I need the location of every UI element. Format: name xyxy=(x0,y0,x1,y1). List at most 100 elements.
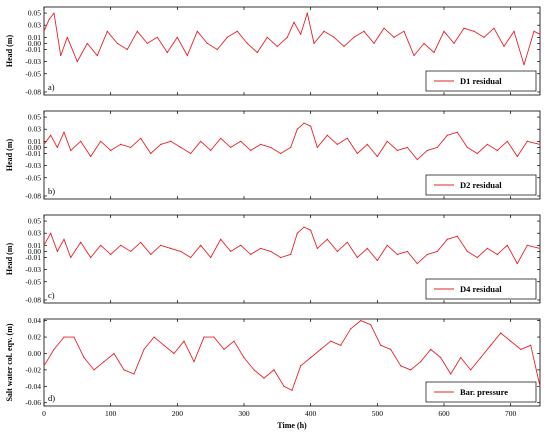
data-point xyxy=(90,256,92,259)
legend-label: Bar. pressure xyxy=(460,387,508,397)
data-point xyxy=(443,30,445,32)
data-point xyxy=(440,356,442,359)
data-point xyxy=(496,253,498,256)
chart-panel-4: 0.04 0.02 0.00 -0.02 -0.04 -0.060 100 200 300 400… xyxy=(5,316,541,430)
data-point xyxy=(106,30,108,32)
ytick-label: -0.02 xyxy=(25,365,41,374)
data-point xyxy=(90,155,92,158)
data-point xyxy=(291,389,293,392)
data-point xyxy=(330,340,332,342)
data-point xyxy=(180,250,182,253)
data-point xyxy=(176,36,178,38)
data-point xyxy=(190,152,192,155)
data-point xyxy=(240,244,242,246)
x-axis-label: Time (h) xyxy=(277,421,307,430)
data-point xyxy=(290,253,292,256)
ytick-label: -0.06 xyxy=(25,398,41,407)
xtick-label: 100 xyxy=(105,409,117,418)
data-point xyxy=(146,42,148,45)
data-point xyxy=(513,30,515,32)
data-point xyxy=(400,365,402,367)
ytick-label: 0.05 xyxy=(28,217,41,226)
data-point xyxy=(63,238,65,240)
ytick-label: 0.02 xyxy=(28,333,41,342)
data-point xyxy=(186,54,188,57)
data-point xyxy=(190,256,192,259)
data-point xyxy=(520,348,522,350)
data-point xyxy=(363,30,365,32)
data-point xyxy=(266,36,268,38)
panel-label: d) xyxy=(48,393,55,403)
data-point xyxy=(503,45,505,48)
data-point xyxy=(406,146,408,149)
data-point xyxy=(423,42,425,45)
data-point xyxy=(70,149,72,152)
data-point xyxy=(170,247,172,249)
data-point xyxy=(526,244,528,246)
data-point xyxy=(510,340,512,342)
xtick-label: 0 xyxy=(42,409,46,418)
data-point xyxy=(216,48,218,51)
data-point xyxy=(353,36,355,38)
data-point xyxy=(103,361,105,363)
data-point xyxy=(416,158,418,161)
data-point xyxy=(246,42,248,45)
data-point xyxy=(393,36,395,38)
data-point xyxy=(196,30,198,32)
data-point xyxy=(346,241,348,243)
data-point xyxy=(143,348,145,350)
plot-frame xyxy=(43,318,541,407)
data-point xyxy=(126,48,128,51)
data-point xyxy=(376,259,378,262)
data-point xyxy=(539,143,541,145)
legend-label: D4 residual xyxy=(460,284,502,294)
data-point xyxy=(130,146,132,149)
data-point xyxy=(480,356,482,359)
data-point xyxy=(210,149,212,152)
data-point xyxy=(390,348,392,350)
data-point xyxy=(173,352,175,355)
series-line xyxy=(43,320,541,391)
ytick-label: 0.04 xyxy=(28,316,41,325)
data-point xyxy=(453,42,455,45)
data-point xyxy=(356,152,358,155)
legend: D4 residual xyxy=(425,278,537,300)
data-point xyxy=(56,146,58,149)
xtick-label: 400 xyxy=(305,409,317,418)
data-point xyxy=(326,134,328,136)
ytick-label: -0.05 xyxy=(25,173,41,182)
data-point xyxy=(76,61,78,63)
data-point xyxy=(80,241,82,243)
data-point xyxy=(346,137,348,139)
ytick-label: -0.03 xyxy=(25,57,41,66)
data-point xyxy=(63,131,65,133)
data-point xyxy=(100,140,102,142)
data-point xyxy=(270,146,272,149)
data-point xyxy=(160,143,162,145)
data-point xyxy=(343,45,345,48)
data-point xyxy=(303,226,305,228)
data-point xyxy=(446,238,448,240)
data-point xyxy=(200,140,202,142)
ytick-label: -0.01 xyxy=(25,149,41,158)
data-point xyxy=(236,30,238,32)
data-point xyxy=(316,247,318,249)
series-line xyxy=(43,226,541,265)
data-point xyxy=(273,369,275,371)
data-point xyxy=(220,238,222,240)
data-point xyxy=(396,253,398,256)
ytick-label: 0.01 xyxy=(28,241,41,250)
ytick-label: 0.05 xyxy=(28,113,41,122)
ytick-label: -0.08 xyxy=(25,295,41,304)
data-point xyxy=(286,36,288,38)
ytick-label: -0.08 xyxy=(25,191,41,200)
legend-box xyxy=(425,70,537,92)
data-point xyxy=(260,247,262,249)
data-point xyxy=(66,36,68,38)
data-point xyxy=(50,134,52,136)
data-point xyxy=(170,140,172,142)
data-point xyxy=(373,42,375,45)
data-point xyxy=(410,369,412,371)
data-point xyxy=(356,256,358,259)
data-point xyxy=(306,12,308,14)
